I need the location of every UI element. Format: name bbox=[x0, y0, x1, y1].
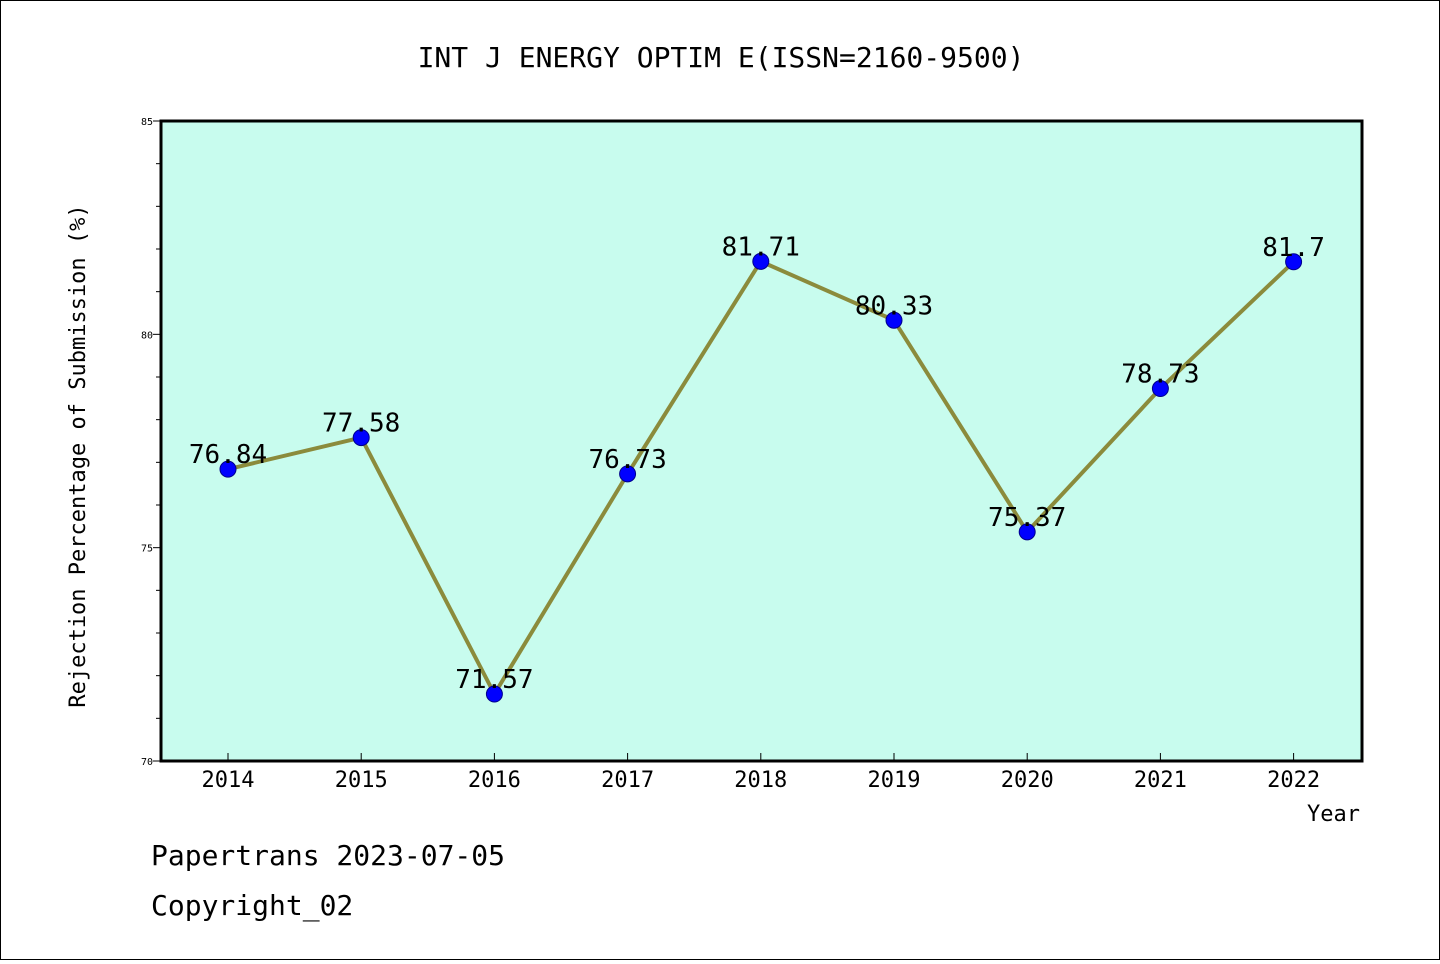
y-tick-label: 85 bbox=[141, 117, 153, 128]
x-axis: 2014 2015 2016 2017 2018 2019 2020 2021 2022 bbox=[202, 753, 1320, 793]
footer-copyright: Copyright_02 bbox=[151, 889, 353, 923]
data-point bbox=[1151, 380, 1169, 398]
data-point bbox=[619, 465, 637, 483]
x-tick-label: 2016 bbox=[468, 768, 521, 793]
data-point bbox=[1018, 523, 1036, 541]
data-point bbox=[485, 685, 503, 703]
data-label: 80.33 bbox=[855, 291, 933, 321]
x-tick-label: 2022 bbox=[1267, 768, 1320, 793]
data-point bbox=[1285, 253, 1303, 271]
data-point bbox=[752, 252, 770, 270]
x-tick-label: 2019 bbox=[868, 768, 921, 793]
data-label: 76.84 bbox=[189, 440, 267, 470]
data-label: 78.73 bbox=[1121, 360, 1199, 390]
y-axis-label: Rejection Percentage of Submission (%) bbox=[66, 204, 91, 707]
footer-date: Papertrans 2023-07-05 bbox=[151, 839, 505, 872]
x-axis-label: Year bbox=[1307, 802, 1360, 827]
data-label: 75.37 bbox=[988, 503, 1066, 533]
series-group: 76.84 77.58 71.57 76.73 81.71 80.33 75.37 78.73… bbox=[189, 232, 1325, 703]
x-tick-label: 2017 bbox=[601, 768, 654, 793]
data-point bbox=[352, 429, 370, 447]
data-label: 77.58 bbox=[322, 409, 400, 439]
y-tick-label: 70 bbox=[141, 757, 153, 768]
y-tick-label: 80 bbox=[141, 330, 153, 341]
x-tick-label: 2018 bbox=[734, 768, 787, 793]
x-tick-label: 2015 bbox=[335, 768, 388, 793]
data-point bbox=[885, 311, 903, 329]
data-label: 81.7 bbox=[1262, 233, 1325, 263]
data-label: 81.71 bbox=[722, 232, 800, 262]
y-tick-label: 75 bbox=[141, 544, 153, 555]
x-tick-label: 2020 bbox=[1001, 768, 1054, 793]
chart-title: INT J ENERGY OPTIM E(ISSN=2160-9500) bbox=[418, 41, 1025, 74]
x-tick-label: 2021 bbox=[1134, 768, 1187, 793]
y-axis: 70 75 80 85 bbox=[141, 117, 161, 768]
data-label: 76.73 bbox=[588, 445, 666, 475]
data-point bbox=[219, 460, 237, 478]
x-tick-label: 2014 bbox=[202, 768, 255, 793]
data-label: 71.57 bbox=[455, 665, 533, 695]
